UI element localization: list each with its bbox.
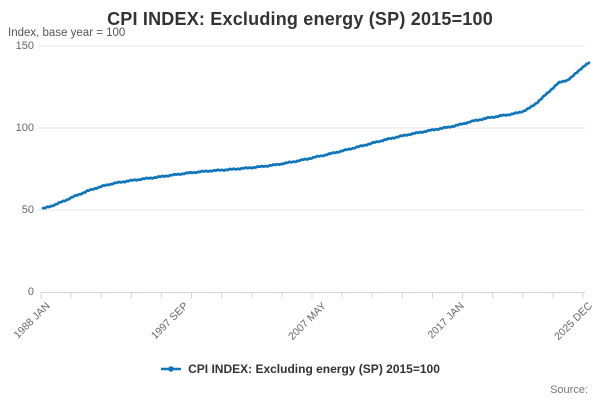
chart-title: CPI INDEX: Excluding energy (SP) 2015=10… [107, 9, 493, 29]
legend-line-marker-icon [161, 366, 182, 372]
y-axis-title: Index, base year = 100 [8, 27, 126, 39]
legend-label: CPI INDEX: Excluding energy (SP) 2015=10… [188, 362, 440, 376]
y-axis-tick-label: 0 [27, 286, 34, 298]
y-axis-tick-label: 100 [15, 122, 34, 134]
legend-item[interactable]: CPI INDEX: Excluding energy (SP) 2015=10… [0, 362, 600, 376]
series-line[interactable] [41, 61, 591, 210]
y-axis-tick-label: 150 [15, 40, 34, 52]
y-axis-tick-label: 50 [21, 204, 34, 216]
source-label: Source: [550, 384, 588, 396]
